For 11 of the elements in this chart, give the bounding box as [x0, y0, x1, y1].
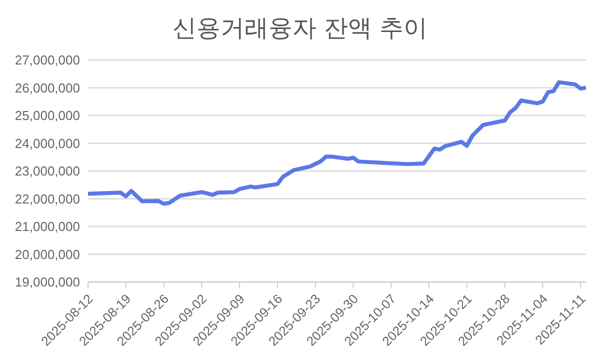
y-tick-label: 21,000,000	[14, 219, 80, 234]
y-tick-label: 19,000,000	[14, 274, 80, 290]
line-series	[88, 80, 586, 206]
y-tick-label: 20,000,000	[14, 246, 80, 262]
y-tick-label: 26,000,000	[14, 80, 80, 96]
y-tick-label: 27,000,000	[14, 52, 80, 68]
y-tick-label: 25,000,000	[14, 108, 80, 124]
y-tick-label: 22,000,000	[14, 191, 80, 206]
y-tick-label: 23,000,000	[14, 164, 80, 179]
y-tick-label: 24,000,000	[14, 136, 80, 151]
chart-title: 신용거래융자 잔액 추이	[171, 13, 429, 44]
